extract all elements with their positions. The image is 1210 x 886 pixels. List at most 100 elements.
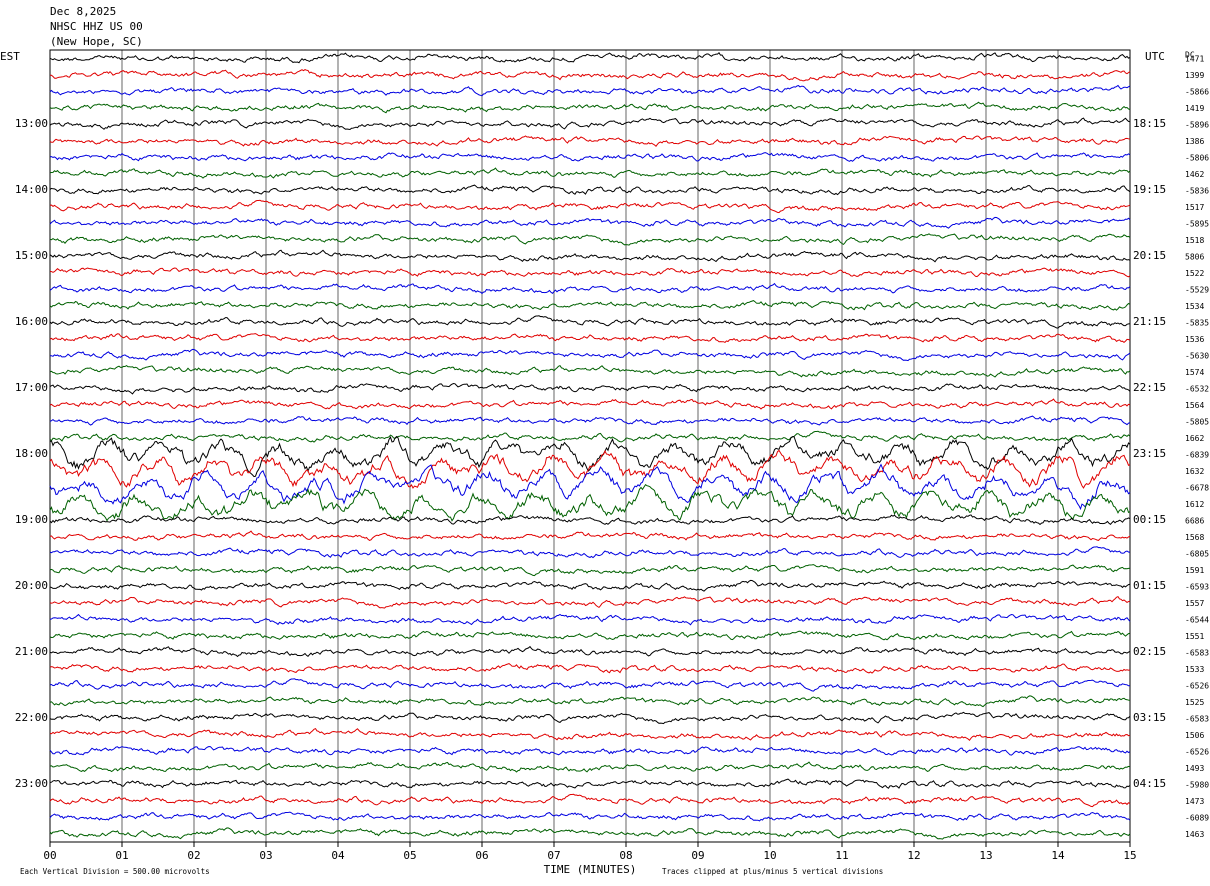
trace xyxy=(49,333,1131,344)
trace xyxy=(49,630,1131,641)
left-hour-label: 13:00 xyxy=(15,117,48,130)
header-location: (New Hope, SC) xyxy=(50,35,143,48)
dc-value: 1473 xyxy=(1185,797,1204,806)
dc-value: 1612 xyxy=(1185,500,1204,509)
trace xyxy=(49,282,1131,295)
dc-value: -6583 xyxy=(1185,649,1209,658)
x-tick-label: 03 xyxy=(259,849,272,862)
trace xyxy=(49,430,1131,443)
dc-value: 1506 xyxy=(1185,731,1204,740)
right-hour-label: 20:15 xyxy=(1133,249,1166,262)
right-hour-label: 02:15 xyxy=(1133,645,1166,658)
dc-value: 1557 xyxy=(1185,599,1204,608)
plot-frame xyxy=(49,49,1131,843)
dc-value: -5805 xyxy=(1185,418,1209,427)
trace xyxy=(49,398,1131,410)
trace xyxy=(49,484,1131,522)
dc-value: -5806 xyxy=(1185,154,1209,163)
dc-value: -5835 xyxy=(1185,319,1209,328)
dc-value: 1471 xyxy=(1185,55,1204,64)
trace xyxy=(49,300,1131,311)
left-hour-label: 16:00 xyxy=(15,315,48,328)
trace xyxy=(49,382,1131,395)
trace xyxy=(49,595,1131,609)
dc-value: -6526 xyxy=(1185,748,1209,757)
dc-value: 6686 xyxy=(1185,517,1204,526)
dc-value: 1564 xyxy=(1185,401,1204,410)
dc-value: 1399 xyxy=(1185,71,1204,80)
dc-value: 1536 xyxy=(1185,335,1204,344)
dc-value: 1462 xyxy=(1185,170,1204,179)
dc-value: 1551 xyxy=(1185,632,1204,641)
trace xyxy=(49,663,1131,674)
footer-clip: Traces clipped at plus/minus 5 vertical … xyxy=(662,867,883,876)
dc-value: 1591 xyxy=(1185,566,1204,575)
dc-value: -6583 xyxy=(1185,715,1209,724)
trace xyxy=(49,152,1131,162)
dc-value: -5630 xyxy=(1185,352,1209,361)
dc-value: -6839 xyxy=(1185,451,1209,460)
right-hour-label: 18:15 xyxy=(1133,117,1166,130)
x-tick-label: 02 xyxy=(187,849,200,862)
dc-value: 1386 xyxy=(1185,137,1204,146)
trace xyxy=(49,678,1131,692)
trace xyxy=(50,348,1131,362)
left-hour-label: 17:00 xyxy=(15,381,48,394)
dc-value: 1574 xyxy=(1185,368,1204,377)
trace xyxy=(49,69,1131,82)
right-hour-label: 21:15 xyxy=(1133,315,1166,328)
trace xyxy=(49,811,1131,822)
x-tick-label: 10 xyxy=(763,849,776,862)
header-date: Dec 8,2025 xyxy=(50,5,116,18)
left-zone: EST xyxy=(0,50,20,63)
right-hour-label: 19:15 xyxy=(1133,183,1166,196)
dc-value: -6089 xyxy=(1185,814,1209,823)
right-hour-label: 04:15 xyxy=(1133,777,1166,790)
left-hour-label: 14:00 xyxy=(15,183,48,196)
dc-value: 1463 xyxy=(1185,830,1204,839)
left-hour-label: 22:00 xyxy=(15,711,48,724)
dc-value: -5896 xyxy=(1185,121,1209,130)
x-tick-label: 13 xyxy=(979,849,992,862)
trace xyxy=(49,793,1131,808)
trace xyxy=(49,84,1131,97)
trace xyxy=(49,184,1131,196)
trace xyxy=(49,117,1131,131)
x-tick-label: 05 xyxy=(403,849,416,862)
dc-value: -6526 xyxy=(1185,682,1209,691)
trace xyxy=(49,745,1131,756)
right-hour-label: 03:15 xyxy=(1133,711,1166,724)
trace xyxy=(49,435,1131,478)
x-tick-label: 11 xyxy=(835,849,848,862)
dc-value: 1632 xyxy=(1185,467,1204,476)
trace xyxy=(49,249,1131,263)
trace xyxy=(49,463,1131,511)
x-axis-title: TIME (MINUTES) xyxy=(544,863,637,876)
trace xyxy=(49,514,1131,526)
dc-value: -6805 xyxy=(1185,550,1209,559)
x-tick-label: 08 xyxy=(619,849,632,862)
trace xyxy=(49,449,1131,489)
dc-header: DC xyxy=(1185,51,1195,60)
trace xyxy=(49,564,1131,577)
left-hour-label: 18:00 xyxy=(15,447,48,460)
trace xyxy=(49,364,1131,378)
dc-value: -5980 xyxy=(1185,781,1209,790)
dc-value: 1662 xyxy=(1185,434,1204,443)
trace xyxy=(49,52,1131,64)
x-tick-label: 07 xyxy=(547,849,560,862)
left-hour-label: 19:00 xyxy=(15,513,48,526)
dc-value: 1568 xyxy=(1185,533,1204,542)
trace xyxy=(49,216,1131,229)
dc-value: 1533 xyxy=(1185,665,1204,674)
dc-value: -6678 xyxy=(1185,484,1209,493)
dc-value: -6544 xyxy=(1185,616,1209,625)
x-tick-label: 04 xyxy=(331,849,345,862)
trace xyxy=(49,199,1131,214)
right-hour-label: 00:15 xyxy=(1133,513,1166,526)
footer-scale: Each Vertical Division = 500.00 microvol… xyxy=(20,867,210,876)
left-hour-label: 21:00 xyxy=(15,645,48,658)
x-tick-label: 09 xyxy=(691,849,704,862)
trace xyxy=(49,135,1131,148)
